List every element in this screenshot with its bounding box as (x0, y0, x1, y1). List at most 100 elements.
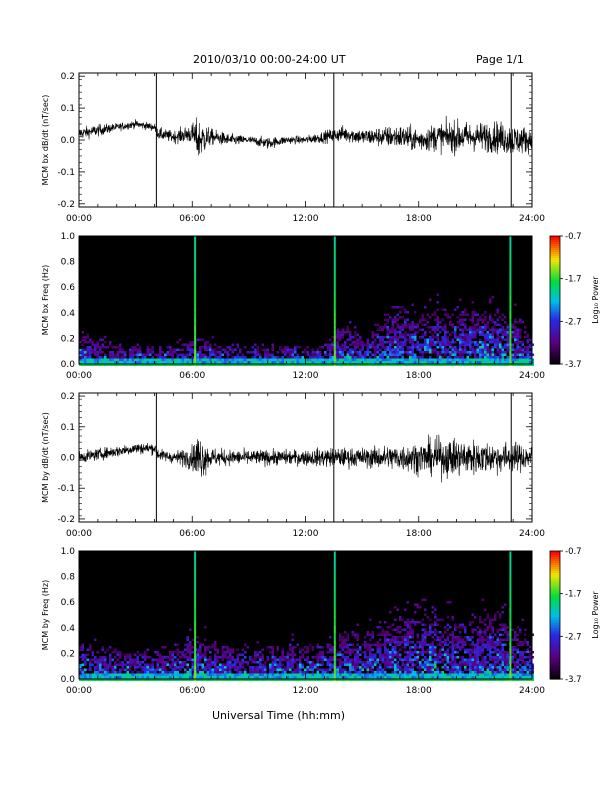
spectrogram-cell (291, 358, 294, 361)
spectrogram-cell (519, 318, 522, 321)
spike-cell (194, 268, 197, 271)
spectrogram-cell (166, 676, 169, 679)
spectrogram-cell (331, 678, 334, 681)
spectrogram-cell (89, 341, 92, 344)
spectrogram-cell (444, 631, 447, 634)
spectrogram-cell (84, 363, 87, 366)
spectrogram-cell (196, 351, 199, 354)
spectrogram-cell (396, 668, 399, 671)
spectrogram-cell (419, 673, 422, 676)
spectrogram-cell (151, 346, 154, 349)
spectrogram-cell (381, 661, 384, 664)
spectrogram-cell (309, 678, 312, 681)
spectrogram-cell (454, 326, 457, 329)
spectrogram-cell (226, 346, 229, 349)
spectrogram-cell (514, 326, 517, 329)
spectrogram-cell (329, 343, 332, 346)
spectrogram-cell (104, 661, 107, 664)
spectrogram-cell (426, 671, 429, 674)
spectrogram-cell (91, 658, 94, 661)
spectrogram-cell (106, 676, 109, 679)
spectrogram-cell (456, 321, 459, 324)
spectrogram-cell (529, 346, 532, 349)
spectrogram-cell (131, 678, 134, 681)
spectrogram-cell (489, 353, 492, 356)
spectrogram-cell (104, 353, 107, 356)
spectrogram-cell (111, 358, 114, 361)
spectrogram-cell (234, 658, 237, 661)
spike-cell (509, 603, 512, 606)
spectrogram-cell (169, 363, 172, 366)
spike-cell (509, 348, 512, 351)
spectrogram-cell (519, 676, 522, 679)
spectrogram-cell (234, 678, 237, 681)
spectrogram-cell (146, 668, 149, 671)
spectrogram-cell (401, 668, 404, 671)
spectrogram-cell (211, 663, 214, 666)
spectrogram-cell (456, 646, 459, 649)
spike-cell (333, 636, 336, 639)
spectrogram-cell (139, 671, 142, 674)
spike-cell (509, 633, 512, 636)
spectrogram-cell (391, 656, 394, 659)
spectrogram-cell (241, 363, 244, 366)
spectrogram-cell (199, 653, 202, 656)
spectrogram-cell (179, 358, 182, 361)
spectrogram-cell (426, 361, 429, 364)
spectrogram-cell (271, 678, 274, 681)
spectrogram-cell (501, 348, 504, 351)
spectrogram-cell (94, 678, 97, 681)
spectrogram-cell (429, 643, 432, 646)
spectrogram-cell (286, 668, 289, 671)
spectrogram-cell (216, 668, 219, 671)
spectrogram-cell (446, 661, 449, 664)
spectrogram-cell (346, 331, 349, 334)
spectrogram-cell (184, 663, 187, 666)
spectrogram-cell (296, 671, 299, 674)
spectrogram-cell (489, 363, 492, 366)
spectrogram-cell (229, 673, 232, 676)
spectrogram-cell (431, 343, 434, 346)
spectrogram-cell (401, 646, 404, 649)
spectrogram-cell (286, 663, 289, 666)
spectrogram-cell (216, 358, 219, 361)
spectrogram-cell (486, 646, 489, 649)
spectrogram-cell (441, 326, 444, 329)
spectrogram-cell (504, 353, 507, 356)
spectrogram-cell (204, 343, 207, 346)
spectrogram-cell (436, 338, 439, 341)
spectrogram-cell (204, 651, 207, 654)
spectrogram-cell (171, 651, 174, 654)
spectrogram-cell (281, 658, 284, 661)
spike-cell (194, 323, 197, 326)
spectrogram-cell (139, 361, 142, 364)
spectrogram-cell (184, 661, 187, 664)
spectrogram-cell (426, 633, 429, 636)
spectrogram-cell (159, 346, 162, 349)
spectrogram-cell (444, 326, 447, 329)
spike-cell (194, 658, 197, 661)
spike-cell (194, 553, 197, 556)
spectrogram-cell (506, 663, 509, 666)
spectrogram-cell (176, 666, 179, 669)
spectrogram-cell (481, 656, 484, 659)
spectrogram-cell (116, 658, 119, 661)
spectrogram-cell (311, 356, 314, 359)
spectrogram-cell (436, 658, 439, 661)
spike-cell (333, 313, 336, 316)
spectrogram-cell (121, 661, 124, 664)
spectrogram-cell (209, 351, 212, 354)
spectrogram-cell (286, 673, 289, 676)
spectrogram-cell (109, 341, 112, 344)
spectrogram-cell (404, 671, 407, 674)
spectrogram-cell (299, 363, 302, 366)
spectrogram-cell (104, 668, 107, 671)
spectrogram-cell (404, 676, 407, 679)
spectrogram-cell (459, 671, 462, 674)
spectrogram-cell (411, 333, 414, 336)
spike-cell (194, 353, 197, 356)
spectrogram-cell (506, 653, 509, 656)
spectrogram-cell (439, 676, 442, 679)
spectrogram-cell (419, 676, 422, 679)
spike-cell (194, 276, 197, 279)
